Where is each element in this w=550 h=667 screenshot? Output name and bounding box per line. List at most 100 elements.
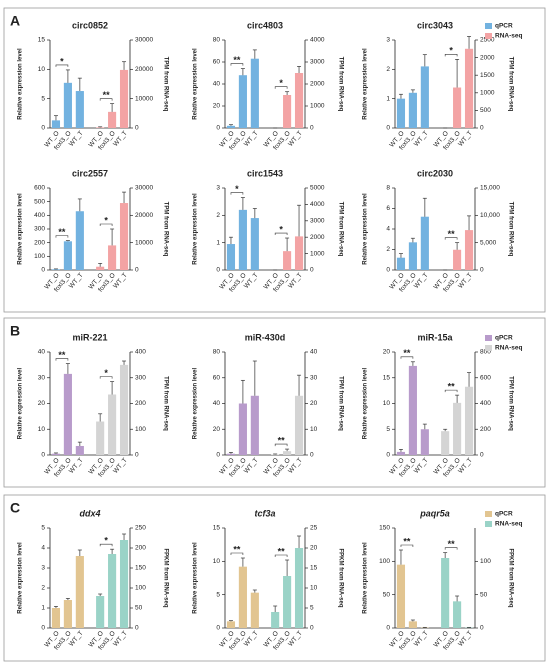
- chart-title: circ3043: [417, 20, 453, 30]
- bar: [441, 431, 450, 455]
- tick-label: 5: [310, 605, 314, 612]
- legend-label: qPCR: [495, 335, 513, 342]
- y2-axis-label: FPKM from RNA-seq: [507, 548, 513, 607]
- bar: [226, 453, 236, 455]
- bar: [119, 69, 129, 128]
- tick-label: 2000: [480, 54, 495, 61]
- tick-label: 2: [41, 585, 45, 592]
- legend-swatch: [485, 33, 492, 39]
- tick-label: 20: [310, 400, 318, 407]
- tick-label: 20: [383, 349, 391, 356]
- sig-bracket: [55, 64, 69, 67]
- bar: [408, 621, 417, 628]
- sig-bracket: [444, 547, 458, 550]
- tick-label: 80: [213, 37, 221, 44]
- legend-label: qPCR: [495, 511, 513, 518]
- bar: [420, 429, 429, 455]
- bar: [408, 242, 417, 270]
- tick-label: 1500: [480, 72, 495, 79]
- tick-label: 2: [216, 212, 220, 219]
- chart-title: circ4803: [247, 20, 283, 30]
- sig-bracket: [55, 235, 69, 238]
- tick-label: 1: [386, 95, 390, 102]
- bar: [250, 395, 259, 455]
- sig-bracket: [274, 443, 288, 447]
- tick-label: 0: [310, 452, 314, 459]
- tick-label: 30: [310, 374, 318, 381]
- sig-label: **: [448, 229, 456, 239]
- tick-label: 100: [135, 585, 146, 592]
- tick-label: 0: [480, 452, 484, 459]
- tick-label: 20: [213, 426, 221, 433]
- tick-label: 500: [34, 198, 45, 205]
- sig-bracket: [274, 554, 288, 557]
- tick-label: 20000: [135, 66, 153, 73]
- tick-label: 0: [310, 125, 314, 132]
- bar: [51, 608, 61, 628]
- bar: [238, 75, 247, 128]
- bar: [396, 564, 406, 628]
- bar: [51, 269, 61, 270]
- chart-title: ddx4: [79, 508, 100, 518]
- bar: [63, 373, 72, 455]
- tick-label: 20: [38, 400, 46, 407]
- bar: [294, 548, 304, 628]
- tick-label: 0: [310, 267, 314, 274]
- tick-label: 500: [480, 107, 491, 114]
- sig-label: *: [279, 78, 283, 88]
- tick-label: 15: [310, 565, 318, 572]
- bar: [464, 386, 474, 455]
- tick-label: 0: [480, 267, 484, 274]
- tick-label: 5: [41, 525, 45, 532]
- tick-label: 50: [383, 591, 391, 598]
- tick-label: 30: [38, 374, 46, 381]
- tick-label: 15: [213, 525, 221, 532]
- tick-label: 1000: [310, 250, 325, 257]
- bar: [283, 576, 292, 628]
- bar: [283, 451, 292, 455]
- tick-label: 40: [310, 349, 318, 356]
- tick-label: 8: [386, 185, 390, 192]
- tick-label: 0: [480, 125, 484, 132]
- bar: [63, 600, 72, 628]
- bar: [408, 92, 417, 128]
- bar: [75, 211, 84, 270]
- tick-label: 200: [135, 400, 146, 407]
- tick-label: 100: [34, 253, 45, 260]
- y-axis-label: Relative expression level: [193, 193, 199, 265]
- tick-label: 20: [310, 545, 318, 552]
- y-axis-label: Relative expression level: [18, 367, 24, 439]
- tick-label: 5: [386, 426, 390, 433]
- tick-label: 0: [216, 452, 220, 459]
- bar: [238, 566, 247, 628]
- y-axis-label: Relative expression level: [193, 367, 199, 439]
- tick-label: 0: [216, 125, 220, 132]
- sig-bracket: [99, 98, 113, 101]
- tick-label: 100: [135, 426, 146, 433]
- sig-label: **: [448, 382, 456, 392]
- tick-label: 2500: [480, 37, 495, 44]
- tick-label: 0: [41, 625, 45, 632]
- bar: [119, 203, 129, 270]
- sig-label: **: [403, 348, 411, 358]
- tick-label: 600: [480, 374, 491, 381]
- bar: [238, 209, 247, 270]
- panel-label: B: [10, 323, 20, 339]
- tick-label: 3: [41, 565, 45, 572]
- tick-label: 150: [379, 525, 390, 532]
- tick-label: 10: [310, 585, 318, 592]
- y2-axis-label: TPM from RNA-seq: [507, 57, 513, 112]
- tick-label: 3: [216, 185, 220, 192]
- sig-label: *: [104, 536, 108, 546]
- tick-label: 60: [213, 374, 221, 381]
- tick-label: 800: [480, 349, 491, 356]
- chart-title: circ2557: [72, 168, 108, 178]
- tick-label: 200: [135, 545, 146, 552]
- tick-label: 3000: [310, 218, 325, 225]
- tick-label: 1000: [310, 103, 325, 110]
- legend-swatch: [485, 23, 492, 29]
- tick-label: 0: [135, 267, 139, 274]
- tick-label: 15: [383, 374, 391, 381]
- bar: [420, 66, 429, 128]
